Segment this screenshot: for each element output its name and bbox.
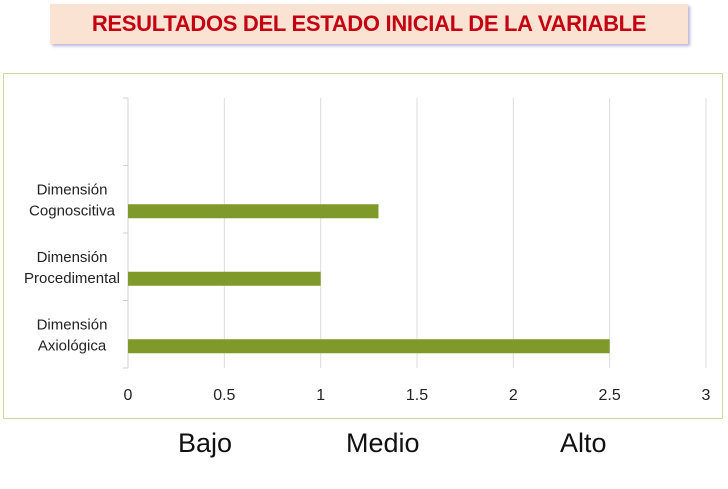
bar xyxy=(128,271,321,286)
level-label-alto: Alto xyxy=(560,428,607,458)
bar xyxy=(128,204,379,219)
chart-title: RESULTADOS DEL ESTADO INICIAL DE LA VARI… xyxy=(91,11,647,36)
level-label-medio: Medio xyxy=(346,428,420,458)
category-label: Dimensión xyxy=(37,249,108,266)
category-label: Dimensión xyxy=(37,181,108,198)
title-banner: RESULTADOS DEL ESTADO INICIAL DE LA VARI… xyxy=(50,4,688,44)
category-label: Procedimental xyxy=(24,270,120,287)
category-label: Dimensión xyxy=(37,316,108,333)
category-label: Cognoscitiva xyxy=(29,202,116,219)
bar xyxy=(128,339,610,354)
chart-frame xyxy=(3,73,723,419)
x-tick-label: 2 xyxy=(509,387,518,404)
x-tick-label: 1 xyxy=(316,387,325,404)
x-tick-label: 0.5 xyxy=(213,387,235,404)
x-tick-label: 3 xyxy=(702,387,711,404)
x-tick-label: 2.5 xyxy=(599,387,621,404)
x-tick-label: 0 xyxy=(124,387,133,404)
x-tick-label: 1.5 xyxy=(406,387,428,404)
category-label: Axiológica xyxy=(38,337,107,354)
level-label-bajo: Bajo xyxy=(178,428,233,458)
